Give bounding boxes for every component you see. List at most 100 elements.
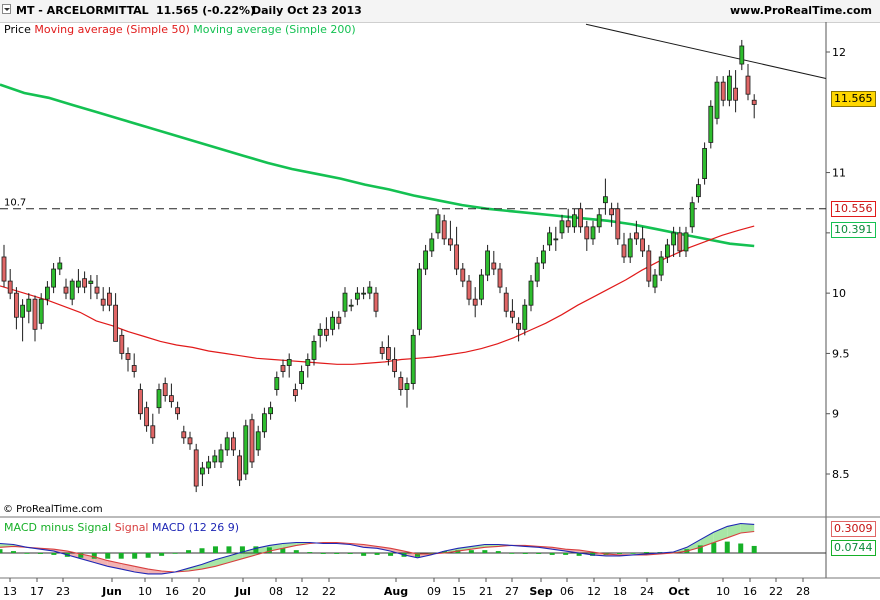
- candle: [435, 208, 441, 239]
- candle-body: [683, 232, 689, 252]
- candle-body: [472, 298, 478, 306]
- candle: [429, 232, 435, 257]
- y-tick-label: 8.5: [832, 468, 850, 481]
- macd-signal-fill: [229, 552, 243, 563]
- hist-value-label: 0.0744: [831, 540, 876, 556]
- hist-bar: [441, 551, 447, 553]
- legend-signal-label[interactable]: Signal: [114, 521, 149, 534]
- hist-bar: [307, 552, 313, 553]
- chart-frame: [0, 22, 880, 579]
- menu-icon[interactable]: [2, 4, 11, 14]
- candle: [671, 226, 676, 257]
- watermark: © ProRealTime.com: [3, 504, 103, 515]
- hist-bar: [576, 553, 582, 556]
- hist-bar: [172, 553, 178, 554]
- candle: [541, 244, 546, 270]
- legend-ma200-label[interactable]: Moving average (Simple 200): [193, 23, 356, 36]
- candle-body: [423, 250, 429, 270]
- candle-body: [665, 244, 670, 258]
- candle-body: [578, 208, 583, 228]
- hist-bar: [186, 550, 192, 553]
- hist-bar: [266, 547, 272, 553]
- candle: [82, 271, 87, 294]
- hist-bar: [536, 553, 542, 554]
- candle: [45, 281, 50, 306]
- x-tick-label: 28: [796, 585, 810, 598]
- site-name[interactable]: www.ProRealTime.com: [729, 4, 872, 17]
- candle-body: [689, 202, 695, 228]
- header-bar: MT - ARCELORMITTAL 11.565 (-0.22%) Daily…: [0, 0, 880, 23]
- x-tick-label: 16: [743, 585, 757, 598]
- candle: [212, 449, 218, 468]
- candle-body: [751, 99, 757, 105]
- hist-bar: [51, 553, 57, 555]
- candle: [26, 293, 32, 324]
- candle-body: [627, 238, 633, 258]
- candle: [162, 377, 168, 402]
- candle-body: [392, 359, 398, 372]
- candle-body: [466, 280, 472, 300]
- ma200-value-label: 10.391: [831, 222, 876, 238]
- candle-body: [305, 359, 311, 366]
- hist-bar: [388, 553, 394, 556]
- candle-body: [596, 214, 602, 228]
- candle-body: [478, 274, 484, 300]
- candle-body: [38, 298, 44, 324]
- candle: [578, 202, 583, 233]
- x-tick-label: 17: [30, 585, 44, 598]
- hist-bar: [711, 542, 717, 553]
- candle-body: [559, 220, 565, 234]
- macd-legend: MACD minus Signal Signal MACD (12 26 9): [4, 521, 239, 534]
- hist-bar: [159, 553, 165, 556]
- candle: [131, 353, 137, 378]
- candle-body: [398, 377, 404, 390]
- hist-bar: [37, 553, 43, 554]
- legend-ma50-label[interactable]: Moving average (Simple 50): [34, 23, 190, 36]
- y-tick-label: 9: [832, 408, 839, 421]
- x-tick-label: 15: [452, 585, 466, 598]
- hist-bar: [78, 553, 84, 558]
- candle: [423, 244, 429, 276]
- candle-body: [516, 322, 521, 330]
- candle: [38, 293, 44, 330]
- candle: [497, 263, 503, 294]
- hist-bar: [549, 553, 555, 555]
- candle-body: [565, 220, 571, 228]
- candle-body: [429, 238, 435, 252]
- candle: [243, 419, 249, 481]
- x-tick-label: 22: [322, 585, 336, 598]
- candle: [218, 443, 224, 468]
- candle: [652, 269, 658, 294]
- candle-body: [460, 268, 466, 282]
- candle-body: [255, 431, 261, 451]
- candle-body: [441, 220, 447, 240]
- candle: [398, 371, 404, 396]
- candle-body: [646, 250, 652, 282]
- candle-body: [671, 232, 676, 246]
- candle: [447, 220, 453, 251]
- hist-bar: [239, 546, 245, 553]
- candle-body: [119, 334, 125, 354]
- candle-body: [187, 437, 193, 445]
- legend-macd-label[interactable]: MACD (12 26 9): [152, 521, 240, 534]
- candle-body: [261, 413, 267, 433]
- price-axis: 8.599.51010.51112: [826, 46, 857, 481]
- candle-body: [652, 274, 658, 288]
- candle: [125, 347, 131, 372]
- candle-body: [603, 196, 608, 204]
- candle: [274, 371, 280, 396]
- horizontal-line[interactable]: 10.7: [0, 198, 826, 210]
- trendline[interactable]: [585, 23, 827, 80]
- candle: [224, 431, 230, 456]
- legend-hist-label[interactable]: MACD minus Signal: [4, 521, 112, 534]
- candle-body: [218, 449, 224, 463]
- ma50-value-label: 10.556: [831, 201, 876, 217]
- hist-bar: [374, 553, 380, 555]
- candle: [94, 275, 100, 300]
- candle: [305, 353, 311, 378]
- y-tick-label: 10: [832, 287, 846, 300]
- candle: [460, 263, 466, 288]
- candle-body: [584, 226, 590, 240]
- macd-signal-fill: [740, 523, 755, 533]
